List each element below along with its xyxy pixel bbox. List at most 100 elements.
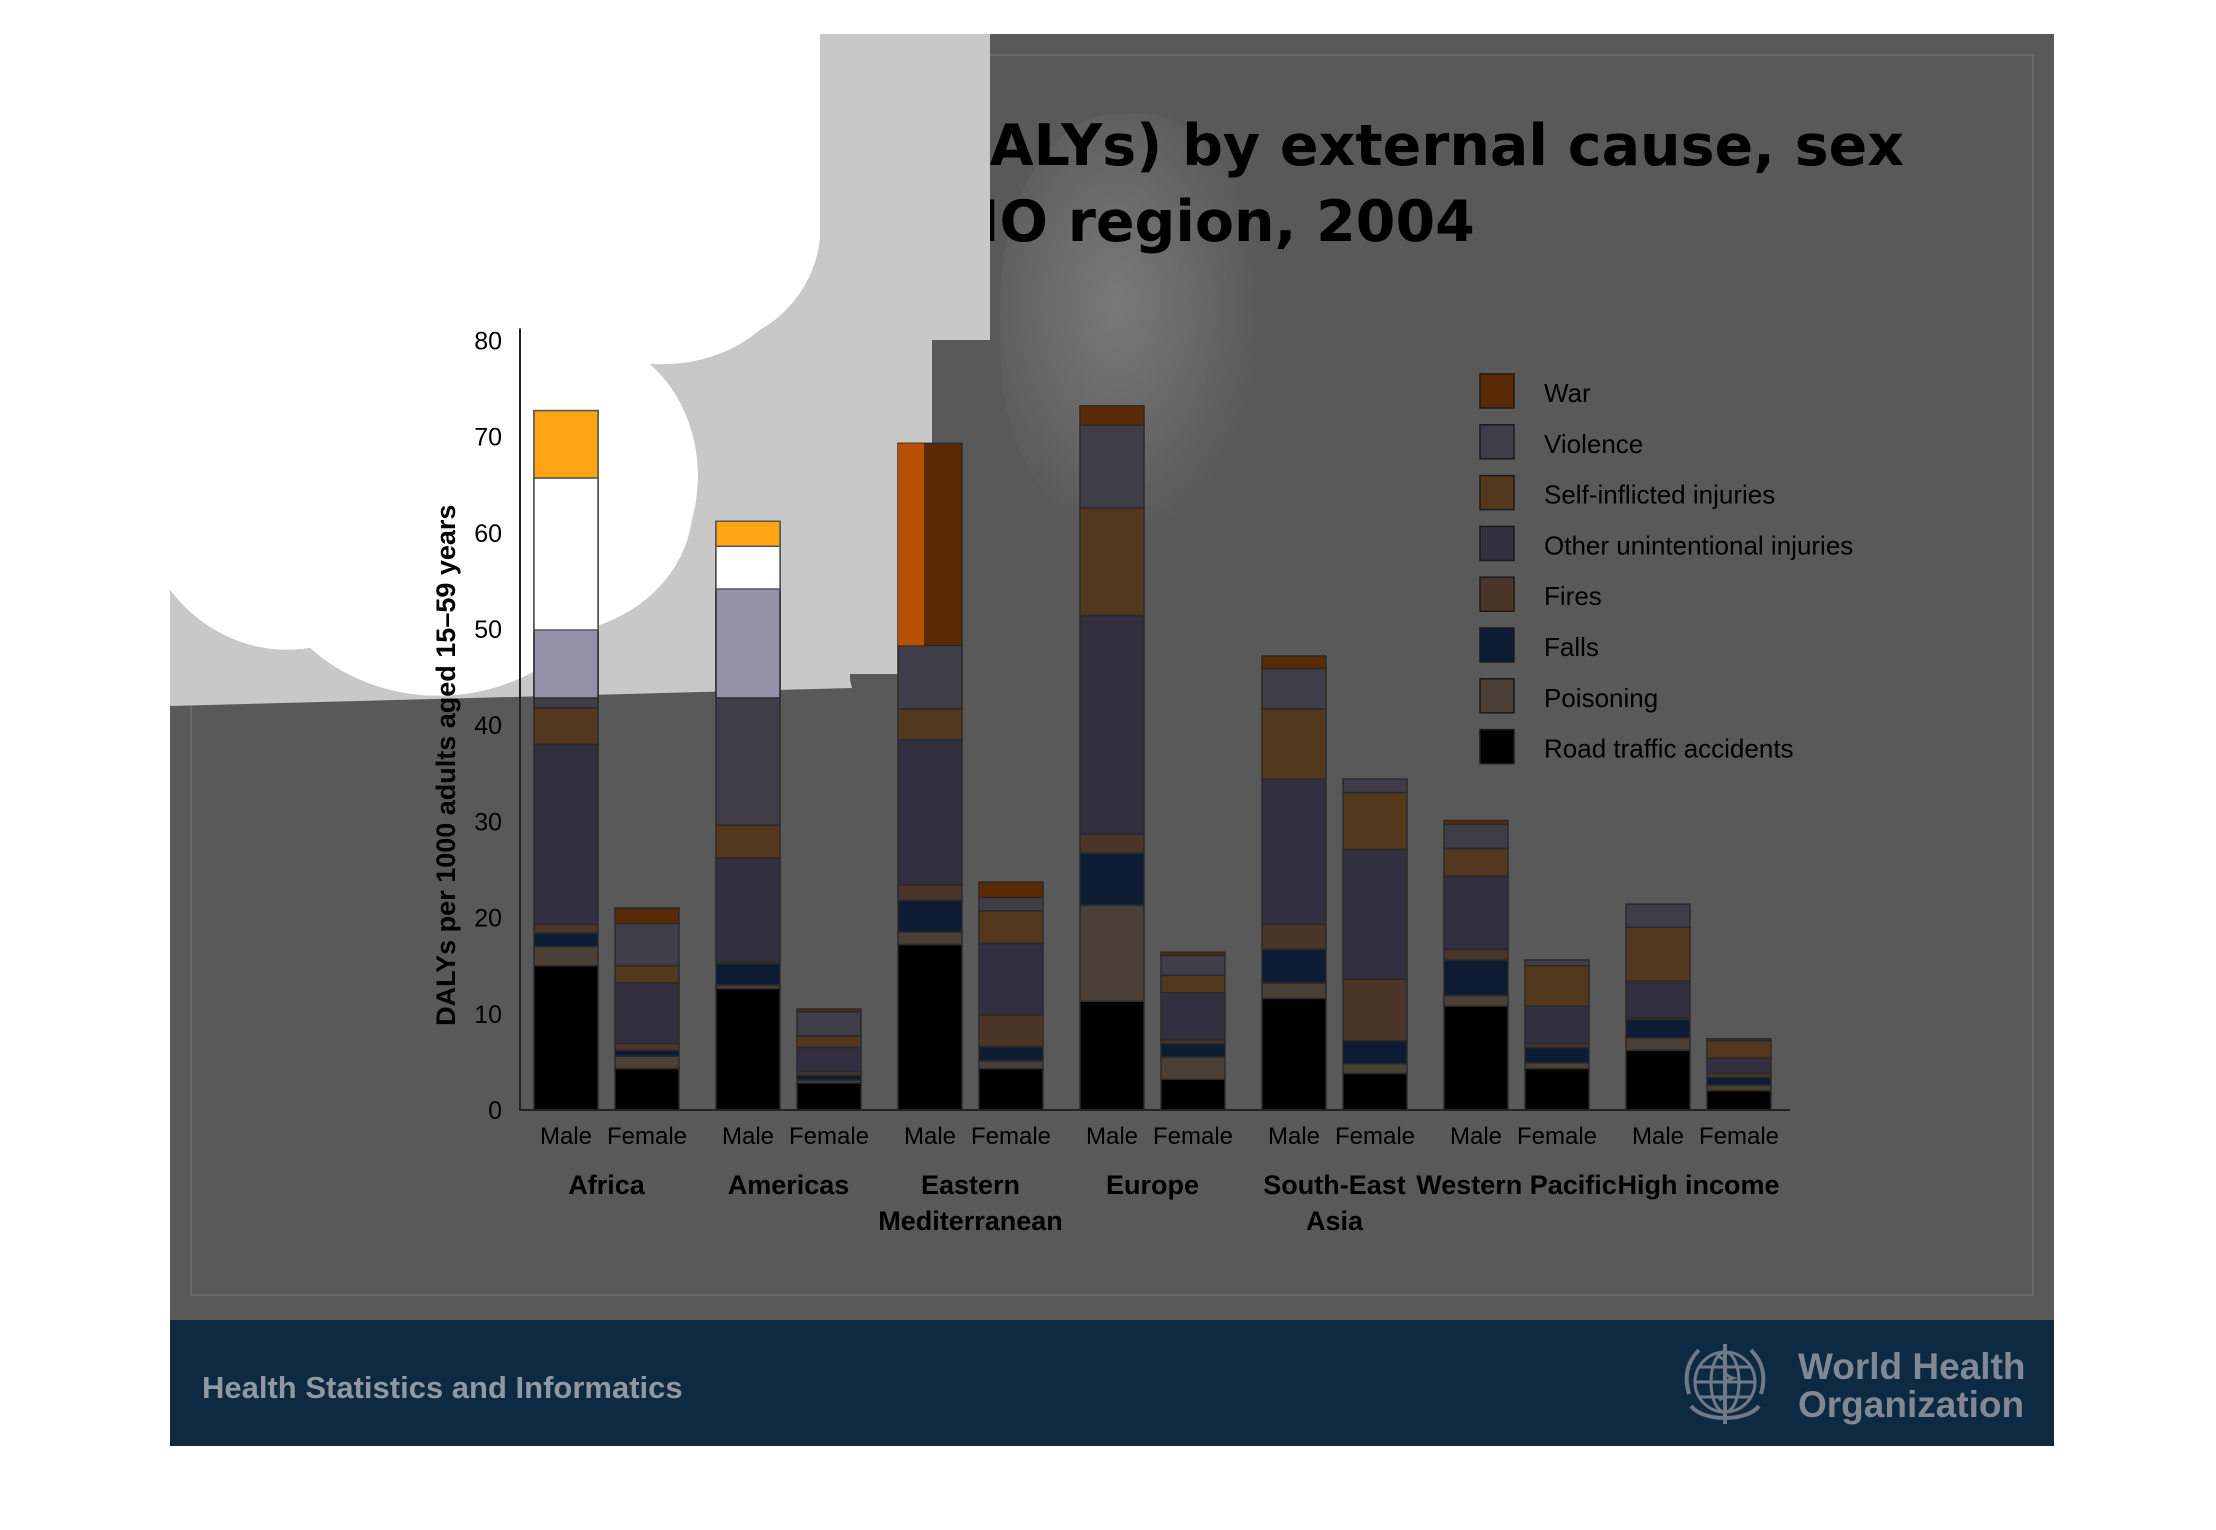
- bar-segment-other-unintentional-injuries-south-east-asia-female: [1342, 848, 1408, 980]
- footer-bar: Health Statistics and Informatics World …: [170, 1320, 2054, 1446]
- x-tick-label-male: Male: [904, 1123, 956, 1150]
- bar-segment-falls-western-pacific-female: [1524, 1046, 1590, 1064]
- bar-segment-fires-europe-male: [1079, 833, 1145, 854]
- bar-segment-self-inflicted-injuries-europe-female: [1160, 974, 1226, 994]
- bar-segment-falls-high-income-male: [1625, 1018, 1691, 1039]
- bar-segment-other-unintentional-injuries-americas-female: [796, 1046, 862, 1073]
- bar-segment-war-americas-female: [796, 1008, 862, 1013]
- bar-segment-war-south-east-asia-male: [1261, 655, 1327, 670]
- bar-segment-violence-western-pacific-female: [1524, 959, 1590, 967]
- bar-segment-road-traffic-accidents-western-pacific-male: [1443, 1005, 1509, 1111]
- bar-segment-poisoning-western-pacific-male: [1443, 994, 1509, 1007]
- legend-label: Other unintentional injuries: [1544, 530, 1853, 560]
- bar-segment-road-traffic-accidents-western-pacific-female: [1524, 1067, 1590, 1111]
- stacked-bar-chart: 0 10 20 30 40 50 60 70 80 DALYs per 1000 adults a…: [170, 34, 1853, 1236]
- x-tick-label-female: Female: [1517, 1123, 1597, 1150]
- bar-segment-violence-europe-male: [1079, 424, 1145, 509]
- bar-segment-poisoning-eastern-mediterranean-female: [978, 1060, 1044, 1070]
- bar-segment-war-eastern-mediterranean-female: [978, 881, 1044, 899]
- legend-label: War: [1544, 378, 1591, 408]
- bar-segment-self-inflicted-injuries-americas-female: [796, 1035, 862, 1049]
- bar-segment-road-traffic-accidents-europe-female: [1160, 1078, 1226, 1111]
- bar-segment-road-traffic-accidents-americas-female: [796, 1082, 862, 1111]
- bar-segment-other-unintentional-injuries-eastern-mediterranean-female: [978, 942, 1044, 1016]
- bar-segment-self-inflicted-injuries-africa-male: [533, 707, 599, 746]
- bar-segment-falls-europe-male: [1079, 852, 1145, 906]
- bar-segment-poisoning-africa-male: [533, 945, 599, 967]
- y-tick-label: 10: [474, 1001, 502, 1029]
- bar-segment-violence-south-east-asia-male: [1261, 667, 1327, 710]
- bar-segment-road-traffic-accidents-europe-male: [1079, 1000, 1145, 1111]
- bar-segment-road-traffic-accidents-eastern-mediterranean-male: [897, 943, 963, 1111]
- bar-segment-poisoning-eastern-mediterranean-male: [897, 931, 963, 946]
- bar-highlight: [533, 477, 599, 631]
- overlay-white: [170, 34, 820, 696]
- bar-segment-war-western-pacific-male: [1443, 819, 1509, 826]
- axes-layer: [519, 328, 1790, 1111]
- y-tick-label: 60: [474, 520, 502, 548]
- bar-segment-violence-eastern-mediterranean-male: [897, 644, 963, 710]
- bar-segment-fires-south-east-asia-male: [1261, 923, 1327, 951]
- group-label: Africa: [568, 1170, 646, 1200]
- legend-label: Falls: [1544, 632, 1599, 662]
- bar-segment-falls-americas-male: [715, 963, 781, 986]
- who-name-line-2: Organization: [1798, 1384, 2025, 1425]
- who-emblem-icon: [1684, 1344, 1766, 1424]
- legend-label: Road traffic accidents: [1544, 734, 1794, 764]
- bar-segment-falls-africa-male: [533, 932, 599, 948]
- bar-segment-other-unintentional-injuries-western-pacific-female: [1524, 1005, 1590, 1045]
- group-label: Mediterranean: [878, 1206, 1063, 1236]
- y-tick-label: 70: [474, 424, 502, 452]
- bar-segment-road-traffic-accidents-africa-male: [533, 964, 599, 1111]
- bar-segment-road-traffic-accidents-africa-female: [614, 1067, 680, 1111]
- bar-segment-poisoning-south-east-asia-male: [1261, 982, 1327, 1000]
- bar-segment-violence-americas-female: [796, 1011, 862, 1037]
- x-tick-label-male: Male: [1632, 1123, 1684, 1150]
- overlay-fill: [170, 34, 990, 706]
- bars-layer: [533, 405, 1772, 1111]
- bar-segment-road-traffic-accidents-eastern-mediterranean-female: [978, 1067, 1044, 1111]
- bar-segment-falls-eastern-mediterranean-male: [897, 899, 963, 933]
- legend-label: Self-inflicted injuries: [1544, 480, 1775, 510]
- legend: War Violence Self-inflicted injuries Other …: [1479, 373, 1853, 765]
- bar-segment-self-inflicted-injuries-western-pacific-male: [1443, 847, 1509, 877]
- legend-label: Violence: [1544, 429, 1643, 459]
- bar-segment-other-unintentional-injuries-western-pacific-male: [1443, 875, 1509, 951]
- bar-segment-other-unintentional-injuries-high-income-male: [1625, 980, 1691, 1019]
- group-label: Asia: [1306, 1206, 1364, 1236]
- y-axis-title: DALYs per 1000 adults aged 15–59 years: [431, 505, 461, 1026]
- legend-swatch: [1479, 728, 1515, 765]
- x-tick-label-female: Female: [789, 1123, 869, 1150]
- bar-segment-road-traffic-accidents-south-east-asia-female: [1342, 1072, 1408, 1111]
- bar-segment-poisoning-south-east-asia-female: [1342, 1063, 1408, 1075]
- bar-segment-self-inflicted-injuries-high-income-female: [1706, 1039, 1772, 1059]
- bar-segment-falls-western-pacific-male: [1443, 959, 1509, 997]
- bar-segment-self-inflicted-injuries-high-income-male: [1625, 926, 1691, 982]
- bar-segment-other-unintentional-injuries-europe-male: [1079, 614, 1145, 835]
- bar-segment-other-unintentional-injuries-africa-female: [614, 982, 680, 1045]
- group-label: Europe: [1106, 1170, 1199, 1200]
- y-tick-label: 50: [474, 616, 502, 644]
- bar-segment-fires-south-east-asia-female: [1342, 978, 1408, 1042]
- overlay-layer: [170, 34, 990, 706]
- bar-segment-other-unintentional-injuries-eastern-mediterranean-male: [897, 738, 963, 886]
- x-tick-label-male: Male: [540, 1123, 592, 1150]
- group-label: Americas: [728, 1170, 850, 1200]
- bar-segment-poisoning-high-income-female: [1706, 1084, 1772, 1092]
- x-tick-label-female: Female: [971, 1123, 1051, 1150]
- bar-segment-other-unintentional-injuries-africa-male: [533, 743, 599, 926]
- group-label: High income: [1617, 1170, 1779, 1200]
- bar-segment-violence-high-income-female: [1706, 1038, 1772, 1042]
- group-label: Western Pacific: [1416, 1170, 1617, 1200]
- bar-segment-poisoning-europe-male: [1079, 904, 1145, 1003]
- bar-segment-self-inflicted-injuries-south-east-asia-female: [1342, 791, 1408, 851]
- bar-segment-violence-europe-female: [1160, 954, 1226, 977]
- bar-segment-violence-south-east-asia-female: [1342, 778, 1408, 794]
- bar-segment-falls-south-east-asia-male: [1261, 948, 1327, 984]
- bar-segment-poisoning-europe-female: [1160, 1056, 1226, 1080]
- y-tick-label: 30: [474, 808, 502, 836]
- bar-segment-fires-western-pacific-male: [1443, 948, 1509, 961]
- bar-segment-road-traffic-accidents-south-east-asia-male: [1261, 997, 1327, 1111]
- x-tick-label-male: Male: [1450, 1123, 1502, 1150]
- bar-segment-self-inflicted-injuries-eastern-mediterranean-male: [897, 708, 963, 741]
